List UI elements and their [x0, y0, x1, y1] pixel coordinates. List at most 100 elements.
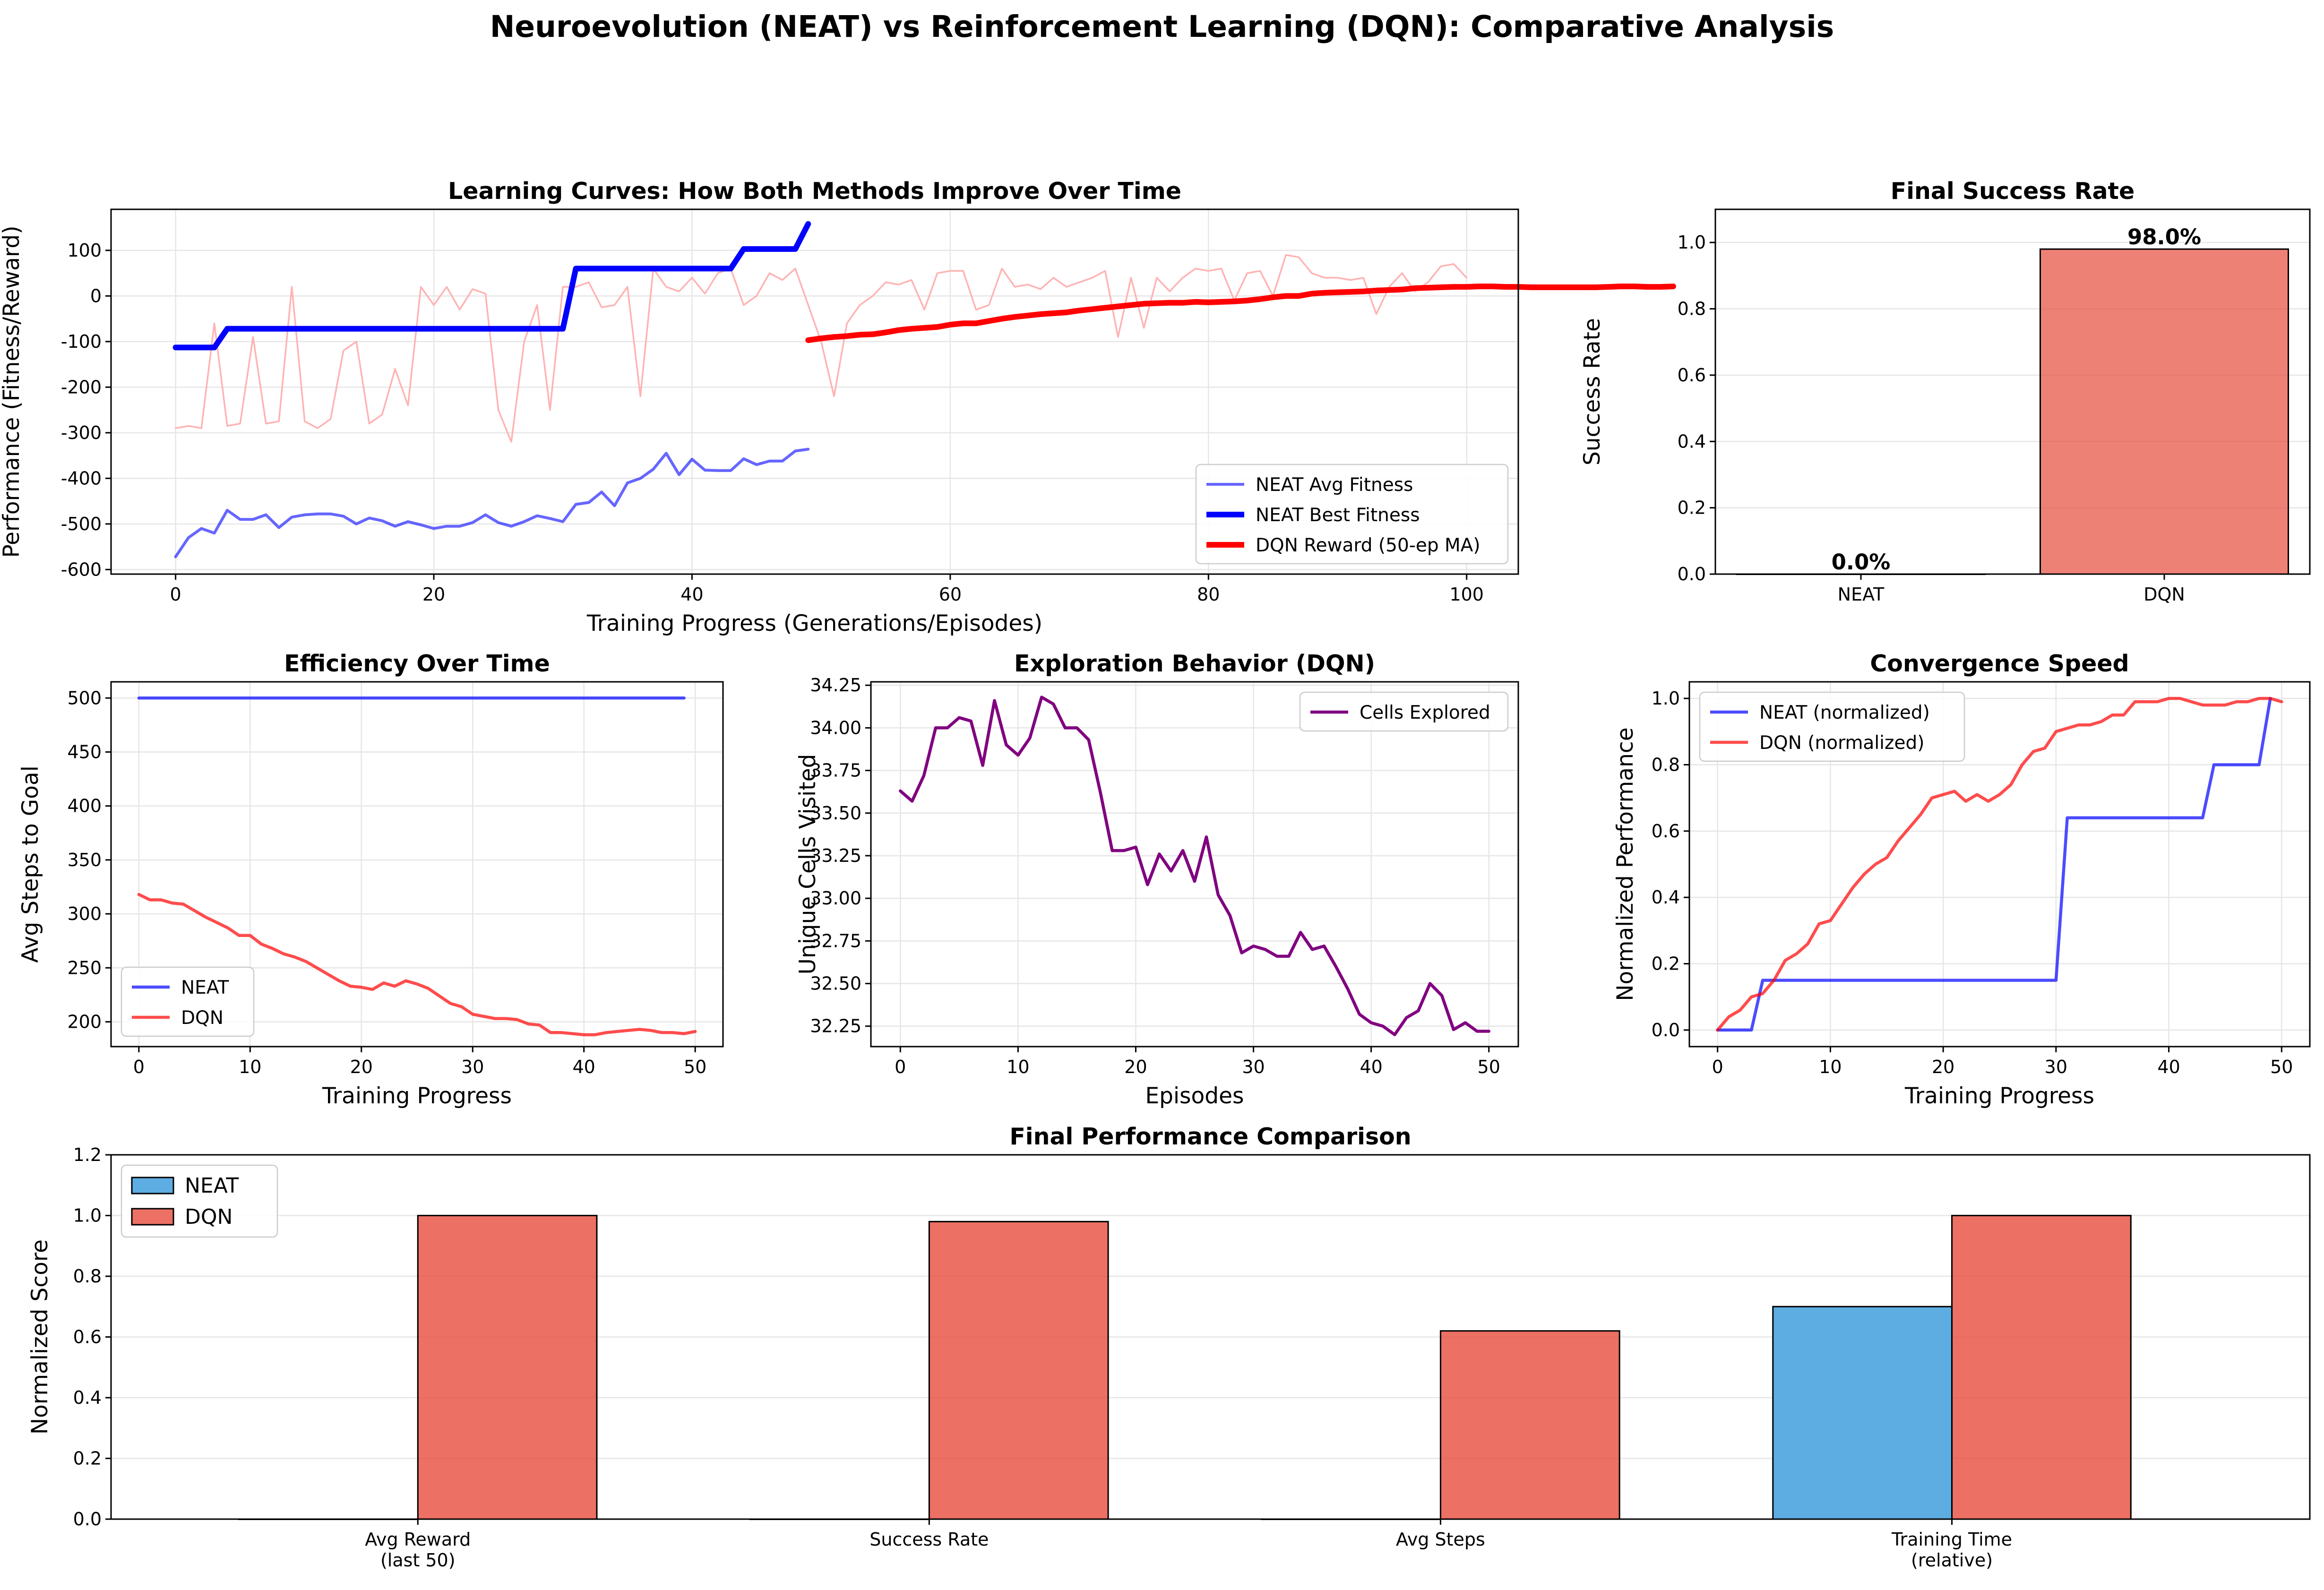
x-tick-label: 30: [461, 1057, 484, 1077]
y-axis-label: Normalized Performance: [1612, 727, 1638, 1001]
y-tick-label: 0.4: [73, 1387, 102, 1408]
x-tick-label: 20: [1124, 1057, 1147, 1077]
y-tick-label: 350: [67, 850, 102, 870]
legend-box: [121, 966, 255, 1037]
x-axis-label: Training Progress: [1904, 1083, 2094, 1109]
y-tick-label: 0.4: [1652, 887, 1680, 908]
y-tick-label: 450: [67, 741, 102, 762]
y-tick-label: 33.50: [810, 803, 861, 824]
legend-swatch: [131, 1208, 174, 1226]
chart-title: Efficiency Over Time: [284, 650, 550, 677]
axes-frame: [1688, 681, 2311, 1048]
x-tick-label: 50: [684, 1057, 706, 1077]
y-tick-label: 32.75: [810, 930, 861, 951]
axes-frame: [110, 681, 724, 1048]
legend-label: DQN: [185, 1205, 232, 1229]
chart-exploration: Exploration Behavior (DQN) Episodes Unique…: [795, 650, 1519, 1109]
y-axis-label: Performance (Fitness/Reward): [0, 225, 25, 558]
data-label: 98.0%: [2127, 224, 2201, 249]
y-tick-label: 1.0: [1678, 232, 1706, 253]
y-tick-label: 100: [67, 240, 102, 261]
x-tick-label: NEAT: [1838, 584, 1885, 605]
axes-frame: [110, 208, 1519, 575]
chart-convergence: Convergence Speed Training Progress Normal…: [1612, 650, 2311, 1109]
y-tick-label: -200: [61, 377, 102, 397]
y-tick-label: -600: [61, 559, 102, 580]
x-tick-label: 0: [1712, 1057, 1723, 1077]
y-tick-label: -400: [61, 468, 102, 489]
x-tick-label: 50: [2270, 1057, 2293, 1077]
y-tick-label: -300: [61, 422, 102, 443]
legend-label: NEAT Best Fitness: [1256, 505, 1420, 526]
x-tick-label: Avg Steps: [1396, 1529, 1485, 1550]
legend-swatch: [131, 1177, 174, 1195]
legend-box: [1195, 464, 1509, 565]
series-line-raw: [174, 254, 1468, 443]
y-tick-label: 1.2: [73, 1144, 102, 1165]
legend-box: [1299, 691, 1509, 732]
series-line-neat-normalized-: [1716, 696, 2272, 1032]
y-tick-label: 0.6: [1652, 821, 1680, 842]
chart-success: Final Success Rate Success Rate 0.0 0.2 0.4 0…: [1579, 178, 2311, 605]
legend-box: [1699, 691, 1965, 762]
data-label: 0.0%: [1832, 550, 1891, 575]
x-tick-label: 40: [680, 584, 703, 605]
y-axis-label: Success Rate: [1579, 318, 1605, 465]
bar-dqn: [417, 1215, 598, 1520]
y-tick-label: 400: [67, 796, 102, 816]
x-tick-label: 20: [350, 1057, 373, 1077]
legend: NEAT DQN: [121, 1164, 278, 1238]
x-tick-label: 80: [1197, 584, 1220, 605]
legend-label: NEAT: [181, 977, 229, 998]
series-line-neat-avg-fitness: [174, 447, 810, 559]
y-axis-label: Normalized Score: [27, 1239, 53, 1435]
x-tick-label: (last 50): [380, 1550, 456, 1571]
y-tick-label: 33.00: [810, 888, 861, 909]
y-axis-label: Avg Steps to Goal: [17, 765, 43, 963]
y-tick-label: 33.75: [810, 760, 861, 781]
x-tick-label: 40: [2157, 1057, 2180, 1077]
y-tick-label: 33.25: [810, 845, 861, 866]
x-tick-label: DQN: [2143, 584, 2185, 605]
y-tick-label: 300: [67, 903, 102, 924]
y-tick-label: 0.4: [1678, 431, 1706, 452]
y-tick-label: 500: [67, 688, 102, 708]
legend: NEAT Avg Fitness NEAT Best Fitness DQN Rew…: [1195, 464, 1509, 565]
y-tick-label: 0.6: [73, 1327, 102, 1348]
x-tick-label: 10: [1007, 1057, 1029, 1077]
chart-title: Final Performance Comparison: [1009, 1123, 1411, 1150]
x-tick-label: 40: [573, 1057, 595, 1077]
x-tick-label: Avg Reward: [365, 1529, 471, 1550]
figure-suptitle: Neuroevolution (NEAT) vs Reinforcement L…: [490, 9, 1834, 44]
y-tick-label: 0.0: [73, 1509, 102, 1530]
legend-label: DQN: [181, 1007, 224, 1029]
bar-dqn: [928, 1220, 1109, 1520]
legend-label: DQN Reward (50-ep MA): [1256, 535, 1480, 556]
chart-learning: Learning Curves: How Both Methods Improv…: [0, 178, 1676, 636]
series-line-neat-best-fitness: [172, 221, 811, 351]
x-tick-label: 30: [2045, 1057, 2067, 1077]
x-tick-label: 40: [1360, 1057, 1382, 1077]
x-tick-label: 50: [1478, 1057, 1500, 1077]
series-line-dqn: [137, 893, 697, 1037]
plot-area: [871, 682, 1518, 1047]
y-axis-label: Unique Cells Visited: [795, 754, 821, 975]
chart-title: Final Success Rate: [1891, 178, 2135, 205]
legend: NEAT (normalized) DQN (normalized): [1699, 691, 1965, 762]
x-tick-label: Success Rate: [869, 1529, 989, 1550]
y-tick-label: 0.2: [73, 1448, 102, 1469]
x-tick-label: 0: [895, 1057, 906, 1077]
y-tick-label: 0.2: [1652, 954, 1680, 974]
legend: Cells Explored: [1299, 691, 1509, 732]
y-tick-label: 250: [67, 957, 102, 978]
legend-label: DQN (normalized): [1759, 732, 1924, 754]
y-tick-label: 1.0: [1652, 688, 1680, 709]
y-tick-label: 0.2: [1678, 498, 1706, 518]
axes-frame: [870, 681, 1519, 1048]
y-tick-label: 1.0: [73, 1205, 102, 1226]
x-tick-label: Training Time: [1891, 1529, 2012, 1550]
y-tick-label: -100: [61, 331, 102, 352]
axes-frame: [110, 1154, 2311, 1520]
bar-dqn: [2040, 248, 2289, 575]
